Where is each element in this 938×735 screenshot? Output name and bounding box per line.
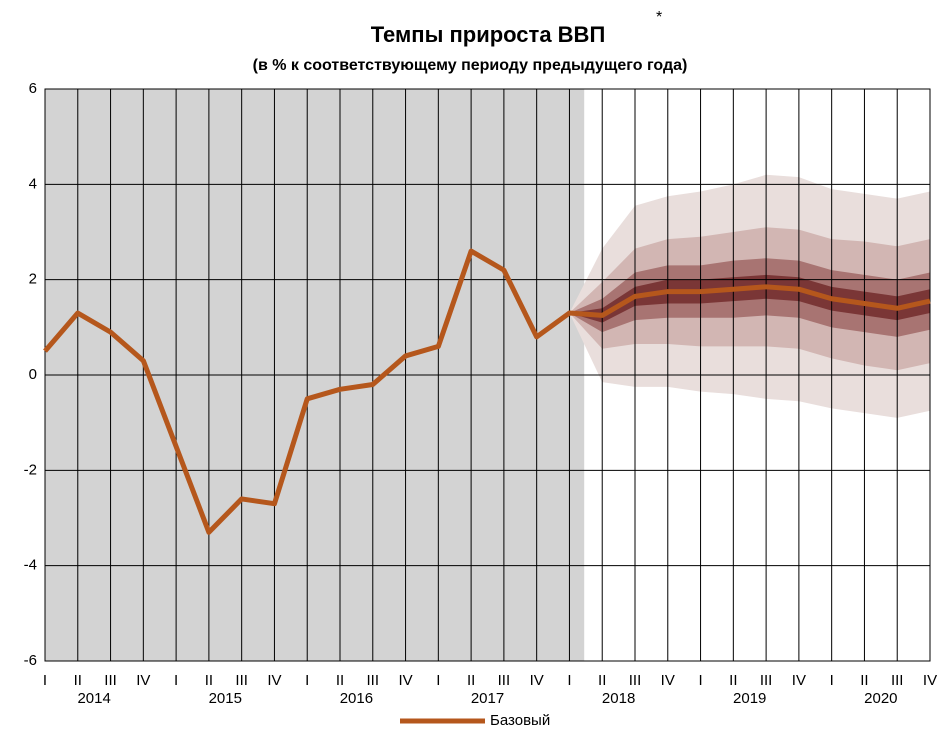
x-tick-label: III	[760, 672, 773, 689]
x-tick-label: IV	[530, 672, 544, 689]
y-tick-label: 2	[29, 271, 37, 288]
x-tick-label: III	[629, 672, 642, 689]
x-tick-label: III	[235, 672, 248, 689]
year-label: 2016	[340, 690, 373, 707]
x-tick-label: II	[598, 672, 606, 689]
x-tick-label: III	[498, 672, 511, 689]
y-tick-label: -2	[24, 461, 37, 478]
year-label: 2020	[864, 690, 897, 707]
legend-label: Базовый	[490, 712, 550, 729]
year-label: 2018	[602, 690, 635, 707]
chart-subtitle: (в % к соответствующему периоду предыдущ…	[253, 57, 688, 74]
x-tick-label: I	[305, 672, 309, 689]
x-tick-label: III	[104, 672, 117, 689]
x-tick-label: IV	[661, 672, 675, 689]
x-tick-label: I	[174, 672, 178, 689]
year-label: 2014	[77, 690, 110, 707]
x-tick-label: I	[436, 672, 440, 689]
year-label: 2019	[733, 690, 766, 707]
x-tick-label: I	[43, 672, 47, 689]
x-tick-label: IV	[923, 672, 937, 689]
chart-title: Темпы прироста ВВП	[371, 22, 606, 47]
x-tick-label: IV	[792, 672, 806, 689]
x-tick-label: IV	[136, 672, 150, 689]
x-tick-label: II	[860, 672, 868, 689]
title-note: *	[656, 9, 662, 26]
x-tick-label: II	[729, 672, 737, 689]
fan-band	[569, 274, 930, 323]
y-tick-label: 4	[29, 175, 37, 192]
x-tick-label: II	[74, 672, 82, 689]
year-label: 2015	[209, 690, 242, 707]
x-tick-label: III	[367, 672, 380, 689]
plot-frame	[44, 88, 931, 662]
x-tick-label: IV	[267, 672, 281, 689]
y-tick-label: -6	[24, 652, 37, 669]
y-tick-label: 0	[29, 366, 37, 383]
x-tick-label: II	[467, 672, 475, 689]
x-tick-label: I	[567, 672, 571, 689]
x-tick-label: IV	[398, 672, 412, 689]
year-label: 2017	[471, 690, 504, 707]
x-tick-label: I	[830, 672, 834, 689]
x-tick-label: II	[336, 672, 344, 689]
series-line	[43, 248, 931, 535]
x-tick-label: III	[891, 672, 904, 689]
x-tick-label: II	[205, 672, 213, 689]
y-tick-label: 6	[29, 80, 37, 97]
y-tick-label: -4	[24, 557, 37, 574]
x-tick-label: I	[698, 672, 702, 689]
